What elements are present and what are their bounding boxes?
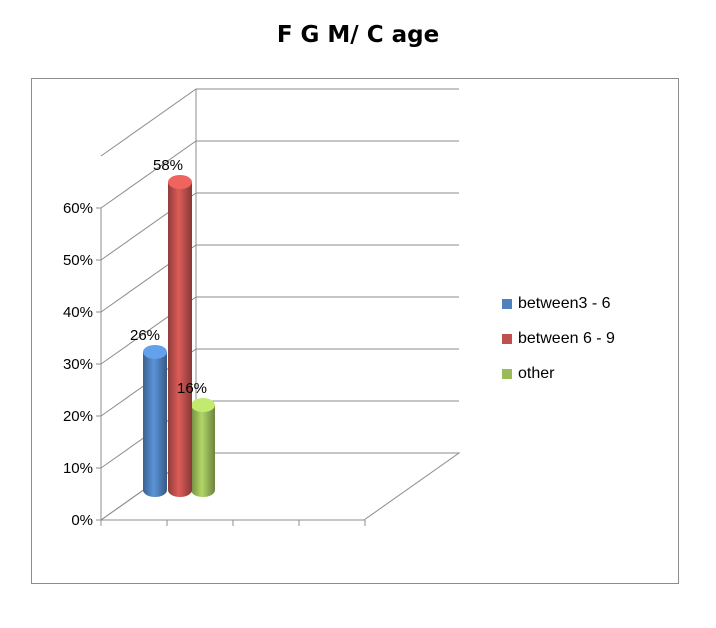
y-tick-label: 10% [63, 460, 93, 477]
y-tick-label: 0% [71, 512, 93, 529]
y-tick-label: 60% [63, 200, 93, 217]
bar-body [143, 351, 167, 497]
gridline [100, 244, 459, 313]
legend-item: other [502, 356, 615, 391]
gridlines [100, 88, 459, 521]
legend-swatch-blue [502, 298, 512, 309]
legend-swatch-red [502, 333, 512, 344]
chart-frame [31, 78, 679, 584]
y-tick-label: 20% [63, 408, 93, 425]
gridline [100, 192, 459, 261]
legend-label: between 6 - 9 [518, 329, 615, 347]
chart-title: F G M/ C age [276, 22, 440, 48]
data-label: 16% [177, 380, 207, 397]
bars [143, 175, 215, 497]
y-tick-label: 40% [63, 304, 93, 321]
legend: between3 - 6 between 6 - 9 other [502, 286, 615, 391]
bar-top [191, 398, 215, 413]
bar-body [191, 405, 215, 497]
bar-top [168, 175, 192, 190]
gridline [100, 88, 459, 157]
legend-label: between3 - 6 [518, 294, 611, 312]
bar-body [168, 182, 192, 497]
bar-top [143, 344, 167, 359]
bar-1 [168, 175, 192, 497]
legend-label: other [518, 364, 555, 382]
data-label: 58% [153, 157, 183, 174]
y-tick-label: 50% [63, 252, 93, 269]
data-labels: 26% 16% 58% [130, 157, 207, 397]
bar-0 [143, 344, 167, 497]
gridline [100, 296, 459, 365]
legend-swatch-green [502, 368, 512, 379]
data-label: 26% [130, 327, 160, 344]
legend-item: between 6 - 9 [502, 321, 615, 356]
legend-item: between3 - 6 [502, 286, 615, 321]
gridline [100, 348, 459, 417]
gridline [100, 140, 459, 209]
bar-2 [191, 398, 215, 497]
y-axis-ticks: 0% 10% 20% 30% 40% 50% 60% [63, 200, 366, 529]
y-tick-label: 30% [63, 356, 93, 373]
